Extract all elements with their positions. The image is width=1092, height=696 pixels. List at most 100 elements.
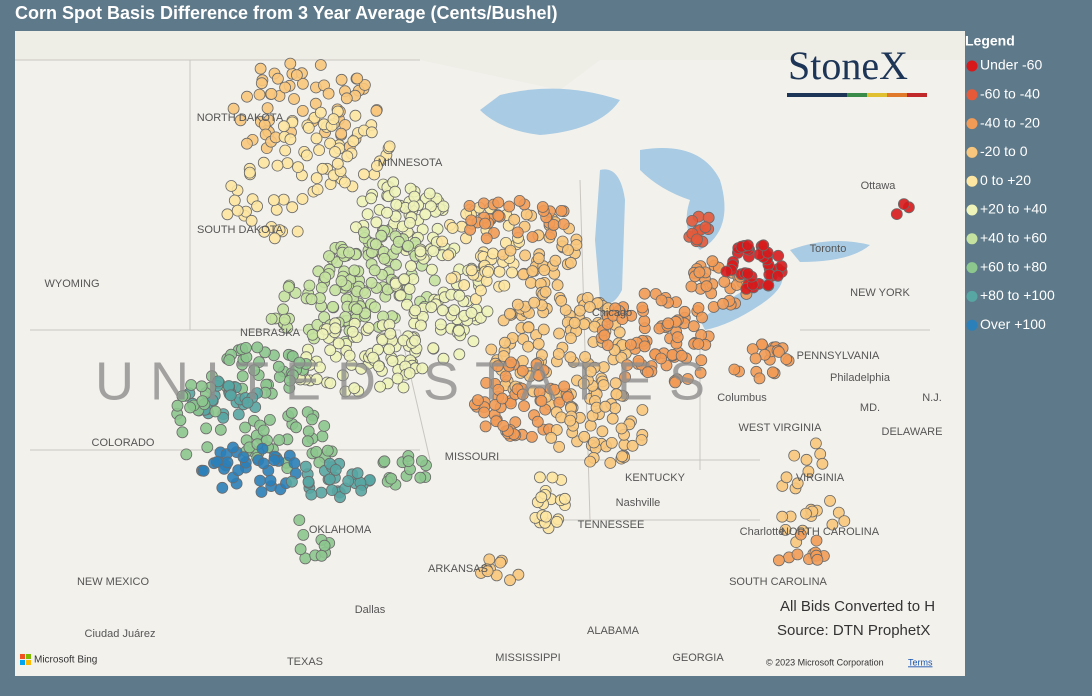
- bid-dot: [240, 137, 253, 150]
- bid-dot: [694, 366, 707, 379]
- bid-dot: [742, 267, 754, 280]
- bid-dot: [236, 370, 249, 383]
- legend-swatch: [966, 290, 978, 302]
- bid-dot: [579, 351, 591, 363]
- legend: Under -60 -60 to -40 -40 to -20 -20 to 0 0 t…: [966, 57, 1055, 332]
- bid-dot: [530, 358, 543, 371]
- bid-dot: [826, 518, 839, 531]
- bid-dot: [824, 494, 836, 507]
- bid-dot: [691, 233, 703, 246]
- bid-dot: [270, 203, 283, 216]
- bid-dot: [511, 298, 524, 311]
- bid-dot: [231, 204, 244, 217]
- bid-dot: [365, 126, 378, 139]
- bid-dot: [278, 313, 291, 326]
- bid-dot: [216, 481, 229, 494]
- map-label: Nashville: [616, 497, 661, 509]
- bid-dot: [272, 360, 285, 373]
- bid-dot: [757, 239, 770, 252]
- bid-dot: [318, 539, 331, 552]
- bid-dot: [773, 554, 785, 567]
- map-label: SOUTH CAROLINA: [729, 576, 827, 588]
- bid-dot: [535, 394, 548, 407]
- bid-dot: [773, 346, 785, 358]
- bid-dot: [335, 275, 348, 288]
- bid-dot: [408, 190, 421, 203]
- bid-dot: [370, 105, 383, 117]
- bid-dot: [296, 193, 309, 205]
- bid-dot: [174, 414, 187, 427]
- bid-dot: [518, 400, 530, 413]
- bid-dot: [662, 317, 675, 330]
- bid-dot: [251, 200, 264, 213]
- bid-dot: [268, 454, 281, 467]
- bid-dot: [686, 214, 698, 227]
- bid-dot: [223, 354, 236, 367]
- bid-dot: [479, 420, 492, 433]
- lake-michigan: [595, 169, 625, 304]
- map-label: NORTH CAROLINA: [781, 526, 880, 538]
- bid-dot: [601, 339, 614, 352]
- bid-dot: [696, 311, 708, 324]
- bid-dot: [458, 279, 471, 292]
- bid-dot: [706, 255, 719, 268]
- bid-dot: [531, 415, 544, 428]
- legend-swatch: [966, 262, 978, 274]
- bid-dot: [442, 249, 455, 262]
- bid-dot: [605, 436, 618, 449]
- legend-label: -40 to -20: [980, 114, 1040, 130]
- bid-dot: [791, 477, 804, 490]
- bid-dot: [675, 349, 688, 362]
- logo-bar: [887, 93, 907, 97]
- bid-dot: [403, 216, 416, 229]
- legend-swatch: [966, 204, 978, 216]
- bid-dot: [496, 392, 509, 405]
- bid-dot: [516, 364, 529, 377]
- bid-dot: [434, 318, 447, 331]
- legend-label: Over +100: [980, 316, 1046, 332]
- bid-dot: [788, 449, 801, 462]
- bid-dot: [528, 296, 541, 309]
- bid-dot: [526, 430, 538, 443]
- map-label: ALABAMA: [587, 625, 640, 637]
- bid-dot: [635, 434, 648, 446]
- bing-icon: [20, 654, 25, 659]
- bid-dot: [267, 194, 280, 207]
- bid-dot: [343, 246, 356, 259]
- bid-dot: [419, 208, 432, 221]
- legend-label: Under -60: [980, 57, 1042, 73]
- map-labels: NORTH DAKOTA MINNESOTA SOUTH DAKOTA WYOMING…: [45, 112, 943, 668]
- terms-link[interactable]: Terms: [908, 657, 933, 667]
- legend-title: Legend: [965, 33, 1015, 49]
- bid-dot: [503, 307, 516, 320]
- bid-dot: [253, 88, 266, 101]
- bid-dot: [273, 434, 286, 446]
- bid-dot: [615, 422, 628, 435]
- bid-dot: [358, 79, 371, 91]
- bid-dot: [601, 318, 614, 330]
- bid-dot: [463, 199, 476, 212]
- bid-dot: [348, 264, 361, 277]
- bid-dot: [401, 298, 413, 311]
- bid-dot: [329, 322, 342, 335]
- bid-dot: [180, 448, 193, 461]
- bid-dot: [810, 437, 822, 450]
- map-label: COLORADO: [92, 437, 155, 449]
- bid-dot: [553, 440, 565, 453]
- bid-dot: [293, 356, 306, 369]
- bid-dot: [293, 514, 306, 526]
- map-label: N.J.: [922, 392, 942, 404]
- bid-dot: [368, 264, 381, 277]
- bid-dot: [239, 421, 252, 434]
- bid-dot: [448, 304, 461, 317]
- bid-dot: [323, 473, 336, 486]
- bid-dot: [552, 348, 565, 360]
- bid-dot: [516, 388, 529, 401]
- bid-dot: [292, 161, 304, 174]
- bid-dot: [559, 492, 571, 505]
- bid-dot: [436, 235, 449, 248]
- bid-dot: [329, 146, 341, 158]
- bid-dot: [546, 471, 559, 484]
- bid-dot: [221, 456, 234, 469]
- bid-dot: [316, 328, 329, 341]
